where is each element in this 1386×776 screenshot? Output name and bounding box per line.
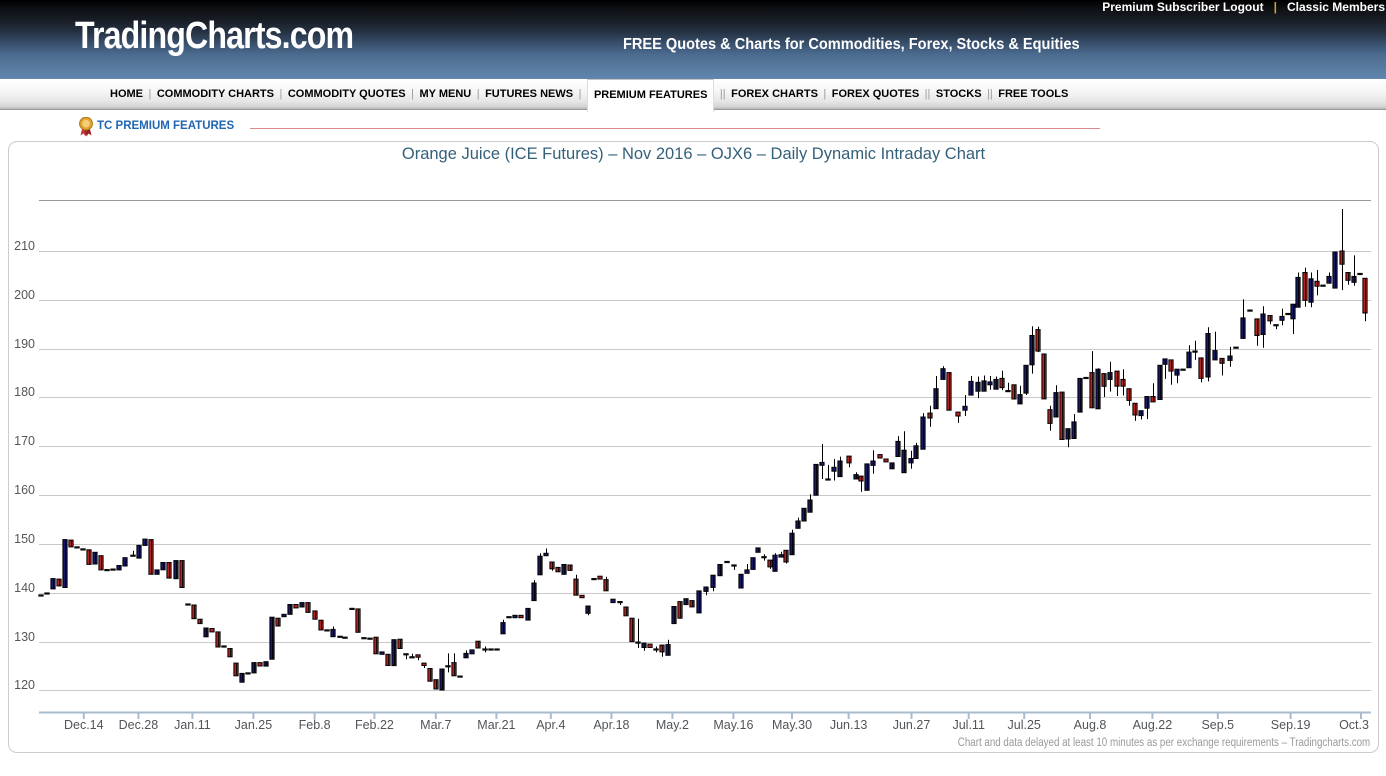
svg-text:190: 190	[14, 337, 35, 351]
svg-text:May.30: May.30	[772, 718, 812, 732]
svg-text:Dec.14: Dec.14	[64, 718, 104, 732]
svg-text:210: 210	[14, 239, 35, 253]
svg-text:150: 150	[14, 532, 35, 546]
svg-text:Feb.22: Feb.22	[355, 718, 394, 732]
svg-text:Apr.18: Apr.18	[593, 718, 629, 732]
svg-text:140: 140	[14, 581, 35, 595]
svg-text:160: 160	[14, 483, 35, 497]
svg-text:Mar.21: Mar.21	[477, 718, 515, 732]
svg-text:Mar.7: Mar.7	[420, 718, 451, 732]
svg-text:Jul.25: Jul.25	[1008, 718, 1041, 732]
svg-text:May.16: May.16	[713, 718, 753, 732]
svg-text:Jan.11: Jan.11	[174, 718, 211, 732]
svg-text:Oct.3: Oct.3	[1339, 718, 1369, 732]
svg-text:Jul.11: Jul.11	[952, 718, 984, 732]
svg-text:Feb.8: Feb.8	[299, 718, 331, 732]
svg-text:130: 130	[14, 630, 35, 644]
svg-text:Jun.13: Jun.13	[830, 718, 868, 732]
svg-text:180: 180	[14, 385, 35, 399]
svg-text:Dec.28: Dec.28	[119, 718, 159, 732]
svg-text:200: 200	[14, 288, 35, 302]
svg-text:Sep.19: Sep.19	[1271, 718, 1311, 732]
svg-text:May.2: May.2	[656, 718, 689, 732]
svg-text:Apr.4: Apr.4	[536, 718, 565, 732]
svg-text:Jun.27: Jun.27	[893, 718, 931, 732]
svg-text:Sep.5: Sep.5	[1201, 718, 1234, 732]
svg-text:Aug.22: Aug.22	[1133, 718, 1173, 732]
svg-text:Jan.25: Jan.25	[235, 718, 273, 732]
svg-text:170: 170	[14, 434, 35, 448]
svg-text:Aug.8: Aug.8	[1074, 718, 1107, 732]
svg-text:120: 120	[14, 678, 35, 692]
